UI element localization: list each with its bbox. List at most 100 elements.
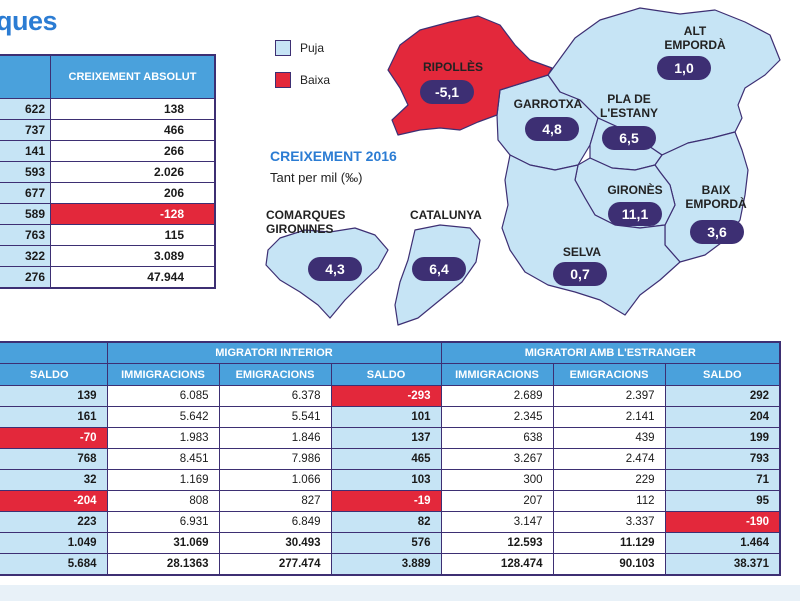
column-header: SALDO bbox=[0, 363, 108, 386]
region-value-ripolles: -5,1 bbox=[420, 80, 474, 104]
table-cell-creixement: -128 bbox=[50, 203, 216, 225]
table-cell: 38.371 bbox=[664, 553, 781, 576]
table-cell-left: 622 bbox=[0, 98, 51, 120]
table-cell: 6.849 bbox=[218, 511, 332, 533]
table-cell: 827 bbox=[218, 490, 332, 512]
table-cell-creixement: 47.944 bbox=[50, 266, 216, 289]
table-header-creixement: CREIXEMENT ABSOLUT bbox=[50, 54, 216, 99]
table-cell: 1.983 bbox=[106, 427, 220, 449]
region-name-comarques: COMARQUES GIRONINES bbox=[266, 208, 346, 236]
table-cell: 3.337 bbox=[552, 511, 666, 533]
table-cell: 3.267 bbox=[440, 448, 554, 470]
table-cell-creixement: 266 bbox=[50, 140, 216, 162]
table-cell: 101 bbox=[330, 406, 442, 428]
table-cell: 1.169 bbox=[106, 469, 220, 491]
table-cell: 7.986 bbox=[218, 448, 332, 470]
region-value-selva: 0,7 bbox=[553, 262, 607, 286]
table-row: 223 6.931 6.849 82 3.147 3.337 -190 bbox=[0, 511, 781, 533]
table-cell: 1.066 bbox=[218, 469, 332, 491]
table-cell: 5.541 bbox=[218, 406, 332, 428]
table-cell: 90.103 bbox=[552, 553, 666, 576]
legend-baixa-label: Baixa bbox=[300, 73, 331, 87]
legend-puja-label: Puja bbox=[300, 41, 325, 55]
table-cell: -293 bbox=[330, 385, 442, 407]
table-cell: 638 bbox=[440, 427, 554, 449]
table-cell: 5.642 bbox=[106, 406, 220, 428]
table-cell: 31.069 bbox=[106, 532, 220, 554]
region-name-ripolles: RIPOLLÈS bbox=[422, 60, 483, 74]
table-cell: -190 bbox=[664, 511, 781, 533]
table-cell: 199 bbox=[664, 427, 781, 449]
region-name-catalunya: CATALUNYA bbox=[410, 208, 482, 222]
table-cell: 2.397 bbox=[552, 385, 666, 407]
table-cell: 71 bbox=[664, 469, 781, 491]
table-cell: 223 bbox=[0, 511, 108, 533]
table-cell: 5.684 bbox=[0, 553, 108, 576]
page-title: ques bbox=[0, 6, 58, 36]
column-header: SALDO bbox=[664, 363, 781, 386]
table-cell: -204 bbox=[0, 490, 108, 512]
table-cell: 139 bbox=[0, 385, 108, 407]
table-cell: 2.345 bbox=[440, 406, 554, 428]
table-cell: 30.493 bbox=[218, 532, 332, 554]
table-cell: 207 bbox=[440, 490, 554, 512]
table-cell: 1.049 bbox=[0, 532, 108, 554]
table-cell: 161 bbox=[0, 406, 108, 428]
table-cell: 6.085 bbox=[106, 385, 220, 407]
map-subheading: Tant per mil (‰) bbox=[270, 170, 363, 185]
table-cell-left: 322 bbox=[0, 245, 51, 267]
table-cell: 128.474 bbox=[440, 553, 554, 576]
table-cell: 2.474 bbox=[552, 448, 666, 470]
region-value-comarques: 4,3 bbox=[308, 257, 362, 281]
table-cell: 6.931 bbox=[106, 511, 220, 533]
legend-puja-swatch bbox=[275, 40, 291, 56]
column-header: SALDO bbox=[330, 363, 442, 386]
column-header: IMMIGRACIONS bbox=[440, 363, 554, 386]
region-value-catalunya: 6,4 bbox=[412, 257, 466, 281]
table-row: 5.684 28.1363 277.474 3.889 128.474 90.103 38.… bbox=[0, 553, 781, 576]
table-row: 141 266 bbox=[0, 140, 216, 162]
table-cell: 8.451 bbox=[106, 448, 220, 470]
table-cell: 12.593 bbox=[440, 532, 554, 554]
table-cell: 3.889 bbox=[330, 553, 442, 576]
table-cell-left: 593 bbox=[0, 161, 51, 183]
table-cell: 2.689 bbox=[440, 385, 554, 407]
region-value-garrotxa: 4,8 bbox=[525, 117, 579, 141]
table-cell: 103 bbox=[330, 469, 442, 491]
table-cell: 229 bbox=[552, 469, 666, 491]
table-row: 139 6.085 6.378 -293 2.689 2.397 292 bbox=[0, 385, 781, 407]
table-row: 322 3.089 bbox=[0, 245, 216, 267]
table-row: 276 47.944 bbox=[0, 266, 216, 289]
table-row: 763 115 bbox=[0, 224, 216, 246]
table-cell: 1.846 bbox=[218, 427, 332, 449]
table-cell: 793 bbox=[664, 448, 781, 470]
group-header-empty bbox=[0, 341, 108, 364]
table-cell-left: 737 bbox=[0, 119, 51, 141]
table-cell-left: 276 bbox=[0, 266, 51, 289]
table-cell: 2.141 bbox=[552, 406, 666, 428]
bottom-strip bbox=[0, 585, 800, 601]
table-cell: 137 bbox=[330, 427, 442, 449]
migration-table: MIGRATORI INTERIOR MIGRATORI AMB L'ESTRA… bbox=[0, 341, 781, 576]
table-cell: 1.464 bbox=[664, 532, 781, 554]
table-cell: 204 bbox=[664, 406, 781, 428]
table-cell: 768 bbox=[0, 448, 108, 470]
group-header-interior: MIGRATORI INTERIOR bbox=[106, 341, 442, 364]
table-cell: 32 bbox=[0, 469, 108, 491]
region-name-baix-emporda: BAIX EMPORDÀ bbox=[685, 183, 747, 211]
map-region-ripolles bbox=[387, 15, 553, 136]
table-cell-creixement: 115 bbox=[50, 224, 216, 246]
region-name-pla-estany: PLA DE L'ESTANY bbox=[600, 92, 658, 120]
table-cell: 277.474 bbox=[218, 553, 332, 576]
column-header: EMIGRACIONS bbox=[218, 363, 332, 386]
table-cell: -70 bbox=[0, 427, 108, 449]
table-cell: 28.1363 bbox=[106, 553, 220, 576]
map-heading: CREIXEMENT 2016 bbox=[270, 148, 397, 164]
table-cell: 808 bbox=[106, 490, 220, 512]
table-cell: 439 bbox=[552, 427, 666, 449]
growth-table: CREIXEMENT ABSOLUT 622 138 737 466 141 266 593… bbox=[0, 54, 216, 289]
table-row: -70 1.983 1.846 137 638 439 199 bbox=[0, 427, 781, 449]
table-row: 1.049 31.069 30.493 576 12.593 11.129 1.464 bbox=[0, 532, 781, 554]
table-cell: 95 bbox=[664, 490, 781, 512]
table-row: 677 206 bbox=[0, 182, 216, 204]
